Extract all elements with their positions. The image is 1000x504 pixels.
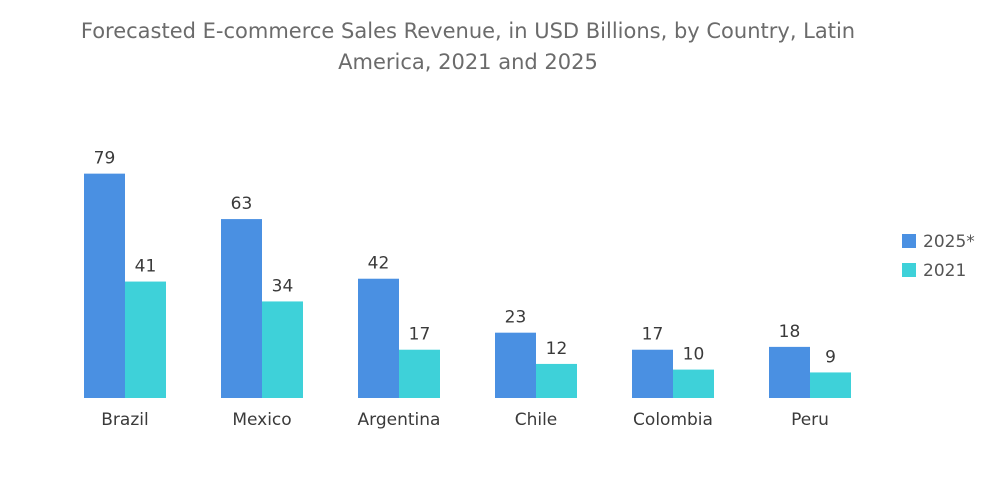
bar-mexico-2025 (221, 219, 262, 398)
value-label-colombia-2025: 17 (642, 325, 664, 345)
bar-chile-2025 (495, 332, 536, 398)
chart-title: Forecasted E-commerce Sales Revenue, in … (81, 19, 855, 74)
category-label-argentina: Argentina (358, 410, 441, 430)
value-label-argentina-2021: 17 (409, 325, 431, 345)
bar-peru-2025 (769, 346, 810, 398)
chart-title-line-1: Forecasted E-commerce Sales Revenue, in … (81, 19, 855, 43)
bar-colombia-2025 (632, 349, 673, 398)
bars (84, 173, 851, 398)
legend-label-2025: 2025* (923, 232, 975, 252)
value-label-colombia-2021: 10 (683, 345, 705, 365)
bar-argentina-2021 (399, 349, 440, 398)
value-labels: 79 41 63 34 42 17 23 12 17 10 18 9 (94, 149, 836, 368)
value-label-brazil-2025: 79 (94, 149, 116, 169)
value-label-mexico-2025: 63 (231, 194, 253, 214)
chart-title-line-2: America, 2021 and 2025 (338, 50, 598, 74)
bar-brazil-2021 (125, 281, 166, 398)
value-label-peru-2021: 9 (825, 347, 836, 367)
legend-label-2021: 2021 (923, 261, 966, 281)
category-label-chile: Chile (515, 410, 558, 430)
value-label-chile-2021: 12 (546, 339, 568, 359)
value-label-mexico-2021: 34 (272, 276, 294, 296)
bar-chile-2021 (536, 363, 577, 398)
value-label-chile-2025: 23 (505, 308, 527, 328)
category-label-brazil: Brazil (101, 410, 148, 430)
category-axis-labels: Brazil Mexico Argentina Chile Colombia Peru (101, 410, 829, 430)
legend-swatch-2021 (902, 263, 916, 277)
bar-brazil-2025 (84, 173, 125, 398)
legend-swatch-2025 (902, 234, 916, 248)
bar-colombia-2021 (673, 369, 714, 398)
value-label-argentina-2025: 42 (368, 254, 390, 274)
value-label-peru-2025: 18 (779, 322, 801, 342)
bar-peru-2021 (810, 372, 851, 398)
category-label-mexico: Mexico (232, 410, 291, 430)
category-label-colombia: Colombia (633, 410, 713, 430)
bar-mexico-2021 (262, 301, 303, 398)
value-label-brazil-2021: 41 (135, 257, 157, 277)
legend: 2025* 2021 (902, 232, 975, 281)
bar-argentina-2025 (358, 278, 399, 398)
category-label-peru: Peru (791, 410, 829, 430)
